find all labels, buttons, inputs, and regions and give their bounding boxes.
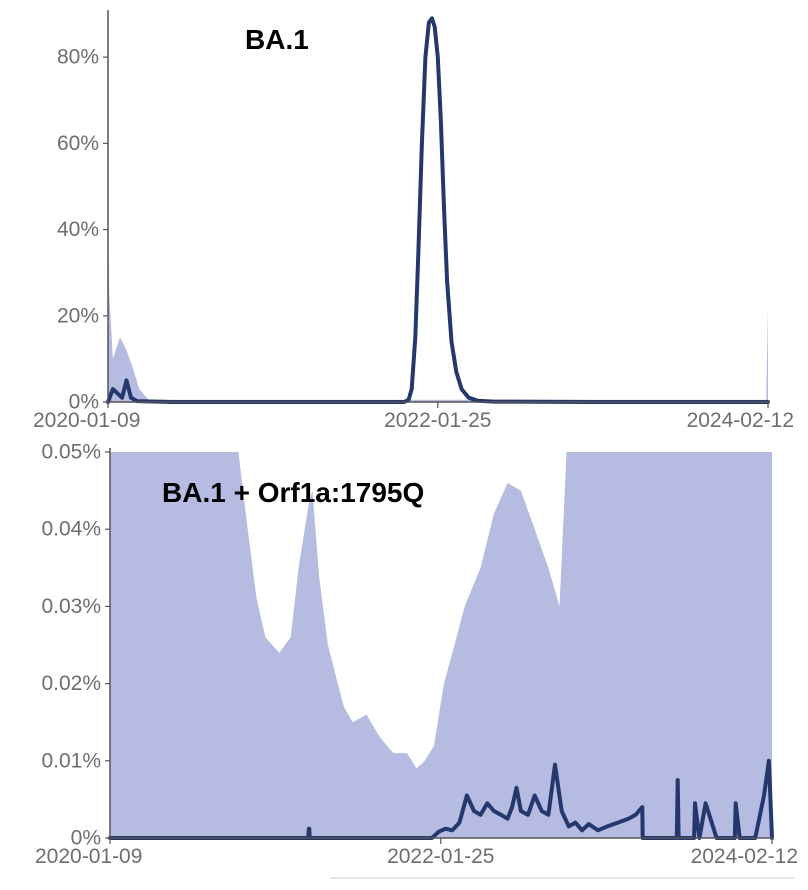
data-point	[486, 802, 489, 805]
data-point	[458, 821, 461, 824]
data-point	[417, 249, 420, 253]
data-point	[308, 827, 311, 830]
y-tick-label: 40%	[57, 218, 99, 241]
chart-panel-ba1-orf1a: 0% 0.01% 0.02% 0.03% 0.04% 0.05% 2020-01-09 202…	[35, 441, 798, 869]
data-point	[641, 805, 644, 809]
data-point	[519, 809, 523, 813]
data-point	[465, 794, 469, 797]
data-point	[125, 379, 128, 382]
data-point	[414, 336, 417, 339]
data-point	[616, 821, 620, 824]
confidence-band-ba1	[108, 208, 768, 402]
data-point	[767, 759, 771, 762]
chart-title: BA.1 + Orf1a:1795Q	[162, 477, 424, 508]
data-point	[704, 802, 707, 805]
y-tick-label: 0%	[71, 827, 101, 850]
data-point	[734, 802, 737, 805]
chart-panel-ba1: 0% 20% 40% 60% 80% 2020-01-09 2022-01-25 2024-0…	[33, 10, 794, 432]
y-tick-label: 20%	[57, 304, 99, 327]
data-point	[627, 817, 630, 820]
data-point	[540, 809, 543, 813]
y-tick-label: 0%	[69, 391, 99, 414]
y-tick-label: 60%	[57, 132, 99, 155]
y-tick-label: 0.02%	[41, 672, 101, 695]
data-point	[427, 21, 431, 24]
data-point	[533, 794, 536, 797]
data-point	[445, 280, 449, 283]
data-point	[430, 17, 434, 20]
data-point	[410, 387, 413, 391]
data-point	[460, 387, 463, 391]
x-tick-label: 2024-02-12	[687, 409, 794, 432]
y-tick-label: 0.04%	[41, 518, 101, 541]
data-point	[451, 829, 454, 832]
data-point	[676, 778, 679, 782]
data-point	[515, 786, 518, 789]
x-tick-label: 2020-01-09	[35, 845, 142, 868]
data-point	[560, 809, 563, 813]
data-point	[510, 805, 514, 809]
data-point	[762, 794, 766, 797]
data-point	[634, 813, 637, 816]
data-point	[574, 821, 577, 824]
prevalence-line-ba1-orf1a	[108, 758, 774, 840]
data-point	[553, 763, 557, 766]
data-point	[567, 825, 570, 828]
data-point	[526, 813, 530, 816]
data-point	[693, 802, 697, 805]
data-point	[436, 55, 439, 59]
chart-title: BA.1	[245, 24, 309, 55]
data-point	[407, 398, 410, 401]
data-point	[424, 55, 427, 59]
data-point	[580, 829, 584, 832]
data-point	[587, 822, 590, 826]
x-tick-label: 2022-01-25	[387, 845, 494, 868]
data-point	[467, 396, 470, 399]
data-point	[606, 825, 609, 828]
y-tick-label: 0.05%	[41, 441, 101, 464]
data-point	[450, 340, 453, 343]
data-point	[492, 809, 496, 813]
data-point	[506, 817, 509, 820]
y-tick-label: 0.01%	[41, 749, 101, 772]
y-tick-label: 0.03%	[41, 595, 101, 618]
x-tick-label: 2020-01-09	[33, 409, 140, 432]
data-point	[120, 396, 124, 399]
data-point	[442, 206, 446, 210]
x-tick-label: 2024-02-12	[691, 845, 798, 868]
data-point	[547, 813, 550, 816]
data-point	[420, 142, 424, 145]
x-tick-label: 2022-01-25	[384, 409, 491, 432]
data-point	[437, 830, 440, 833]
data-point	[439, 120, 443, 124]
confidence-band-ba1-orf1a	[110, 452, 772, 838]
data-point	[111, 387, 115, 391]
data-point	[129, 396, 133, 399]
data-point	[479, 813, 482, 816]
data-point	[455, 370, 458, 373]
data-point	[433, 25, 436, 29]
data-point	[596, 829, 600, 832]
data-point	[472, 809, 476, 813]
data-point	[444, 827, 447, 830]
prevalence-line-ba1	[106, 16, 770, 404]
data-point	[499, 813, 503, 816]
y-tick-label: 80%	[57, 46, 99, 69]
